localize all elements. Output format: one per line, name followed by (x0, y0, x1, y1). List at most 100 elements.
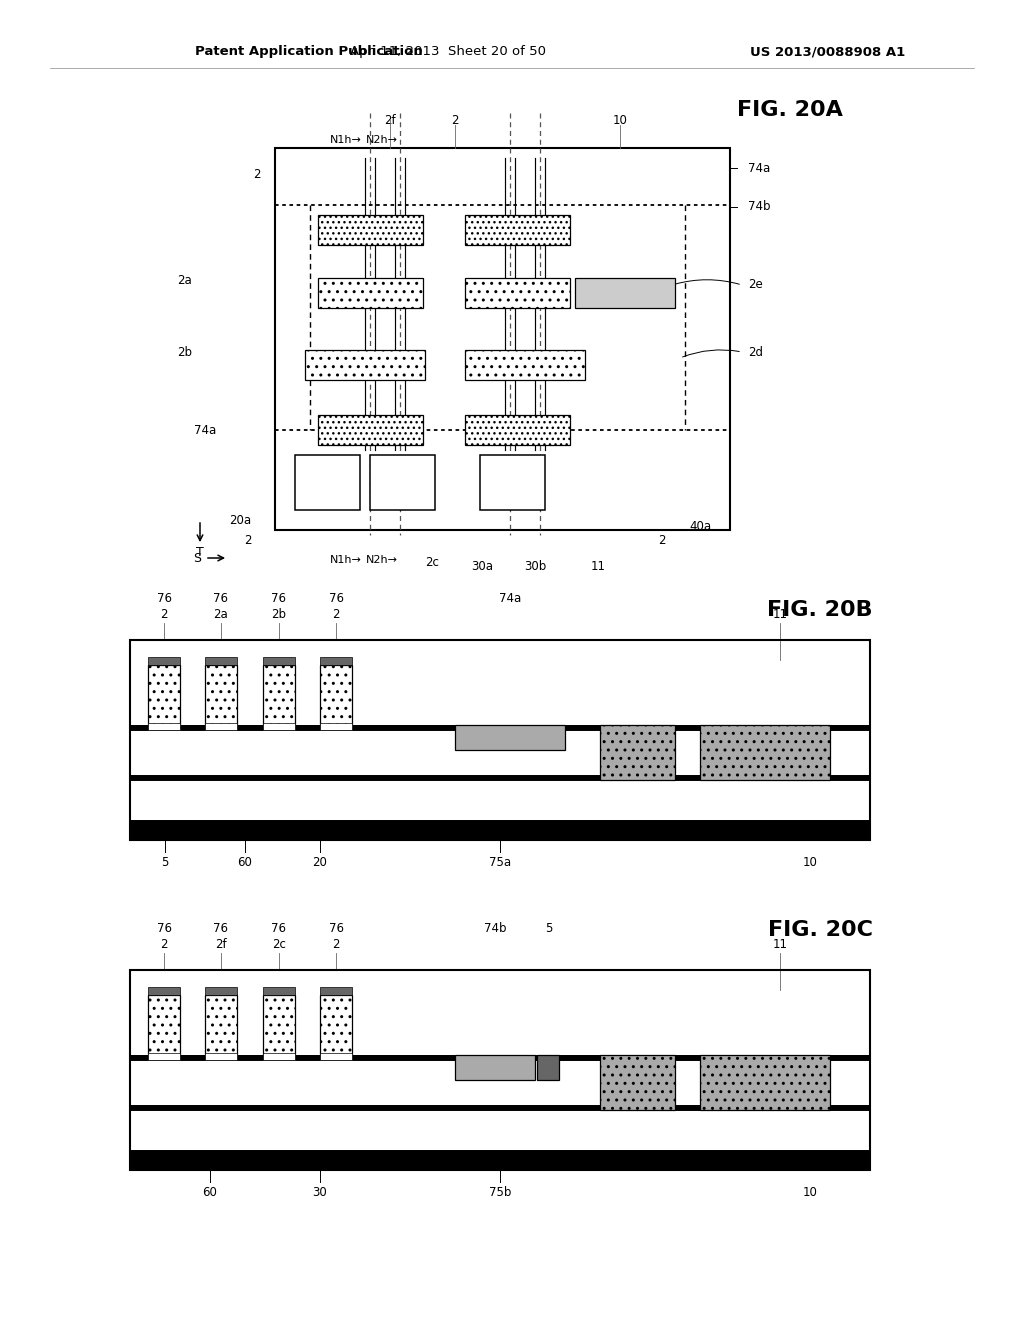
Text: 2f: 2f (384, 114, 396, 127)
Bar (319, 665, 352, 725)
Text: 10: 10 (612, 114, 628, 127)
Bar (455, 725, 565, 750)
Text: FIG. 20A: FIG. 20A (737, 100, 843, 120)
Bar (130, 820, 870, 840)
Text: FIG. 20B: FIG. 20B (767, 601, 872, 620)
Text: 40a: 40a (689, 520, 711, 533)
Bar (319, 995, 352, 1055)
Text: N1h→: N1h→ (330, 554, 361, 565)
Text: 5: 5 (162, 855, 169, 869)
Text: 20: 20 (312, 855, 328, 869)
Text: 76: 76 (271, 921, 287, 935)
Text: 11: 11 (772, 939, 787, 952)
Text: 2e: 2e (748, 279, 763, 292)
Text: 75b: 75b (488, 1185, 511, 1199)
Bar (319, 1053, 352, 1060)
Bar (319, 987, 352, 995)
Bar (465, 350, 585, 380)
Bar (275, 148, 730, 531)
Text: 76: 76 (157, 591, 171, 605)
Text: 2: 2 (452, 114, 459, 127)
Text: 2: 2 (245, 533, 252, 546)
Text: 2f: 2f (215, 939, 226, 952)
Text: 74a: 74a (499, 591, 521, 605)
Text: 76: 76 (157, 921, 171, 935)
Text: 20a: 20a (229, 513, 251, 527)
Text: Patent Application Publication: Patent Application Publication (195, 45, 423, 58)
Text: 60: 60 (238, 855, 253, 869)
Bar (319, 723, 352, 730)
Bar (130, 725, 870, 730)
Text: 76: 76 (213, 921, 228, 935)
Bar (148, 723, 180, 730)
Text: 30b: 30b (524, 561, 546, 573)
Bar (600, 725, 675, 780)
Text: 10: 10 (803, 855, 817, 869)
Bar (148, 657, 180, 665)
Bar (537, 1055, 559, 1080)
Bar (205, 665, 237, 725)
Text: 2: 2 (160, 609, 168, 622)
Bar (318, 215, 423, 246)
Bar (130, 1055, 870, 1060)
Text: N2h→: N2h→ (366, 135, 398, 145)
Text: 5: 5 (546, 921, 553, 935)
Bar (318, 279, 423, 308)
Text: 2c: 2c (272, 939, 286, 952)
Bar (465, 279, 570, 308)
Bar (600, 1055, 675, 1110)
Bar (480, 455, 545, 510)
Bar (700, 725, 830, 780)
Bar (465, 215, 570, 246)
Bar (130, 1110, 870, 1150)
Bar (130, 730, 870, 775)
Text: 2: 2 (332, 939, 340, 952)
Text: 10: 10 (803, 1185, 817, 1199)
Bar (263, 657, 295, 665)
Bar (130, 970, 870, 1170)
Bar (130, 780, 870, 820)
Text: 74a: 74a (748, 161, 770, 174)
Text: 2a: 2a (214, 609, 228, 622)
Bar (318, 414, 423, 445)
Text: 2b: 2b (271, 609, 287, 622)
Bar (148, 665, 180, 725)
Text: 2: 2 (332, 609, 340, 622)
Text: 2c: 2c (425, 557, 439, 569)
Bar (465, 414, 570, 445)
Bar (205, 1053, 237, 1060)
Text: 30a: 30a (471, 561, 493, 573)
Bar (205, 723, 237, 730)
Text: T: T (197, 545, 204, 558)
Text: N2h→: N2h→ (366, 554, 398, 565)
Text: 76: 76 (271, 591, 287, 605)
Text: N1h→: N1h→ (330, 135, 361, 145)
Bar (130, 1150, 870, 1170)
Bar (370, 455, 435, 510)
Bar (319, 657, 352, 665)
Bar (205, 657, 237, 665)
Bar (700, 1055, 830, 1110)
Bar (263, 1053, 295, 1060)
Text: 76: 76 (329, 591, 343, 605)
Bar (130, 640, 870, 840)
Text: 76: 76 (329, 921, 343, 935)
Bar (455, 1055, 535, 1080)
Bar (263, 995, 295, 1055)
Bar (205, 995, 237, 1055)
Text: 2: 2 (658, 533, 666, 546)
Text: Apr. 11, 2013  Sheet 20 of 50: Apr. 11, 2013 Sheet 20 of 50 (350, 45, 546, 58)
Text: 2: 2 (160, 939, 168, 952)
Text: 74b: 74b (483, 921, 506, 935)
Bar (148, 995, 180, 1055)
Text: 2: 2 (253, 169, 261, 181)
Text: 2a: 2a (177, 273, 193, 286)
Bar (130, 1105, 870, 1110)
Bar (305, 350, 425, 380)
Text: 75a: 75a (488, 855, 511, 869)
Text: 11: 11 (772, 609, 787, 622)
Bar (295, 455, 360, 510)
Text: US 2013/0088908 A1: US 2013/0088908 A1 (750, 45, 905, 58)
Bar (263, 723, 295, 730)
Text: 74b: 74b (748, 201, 770, 214)
